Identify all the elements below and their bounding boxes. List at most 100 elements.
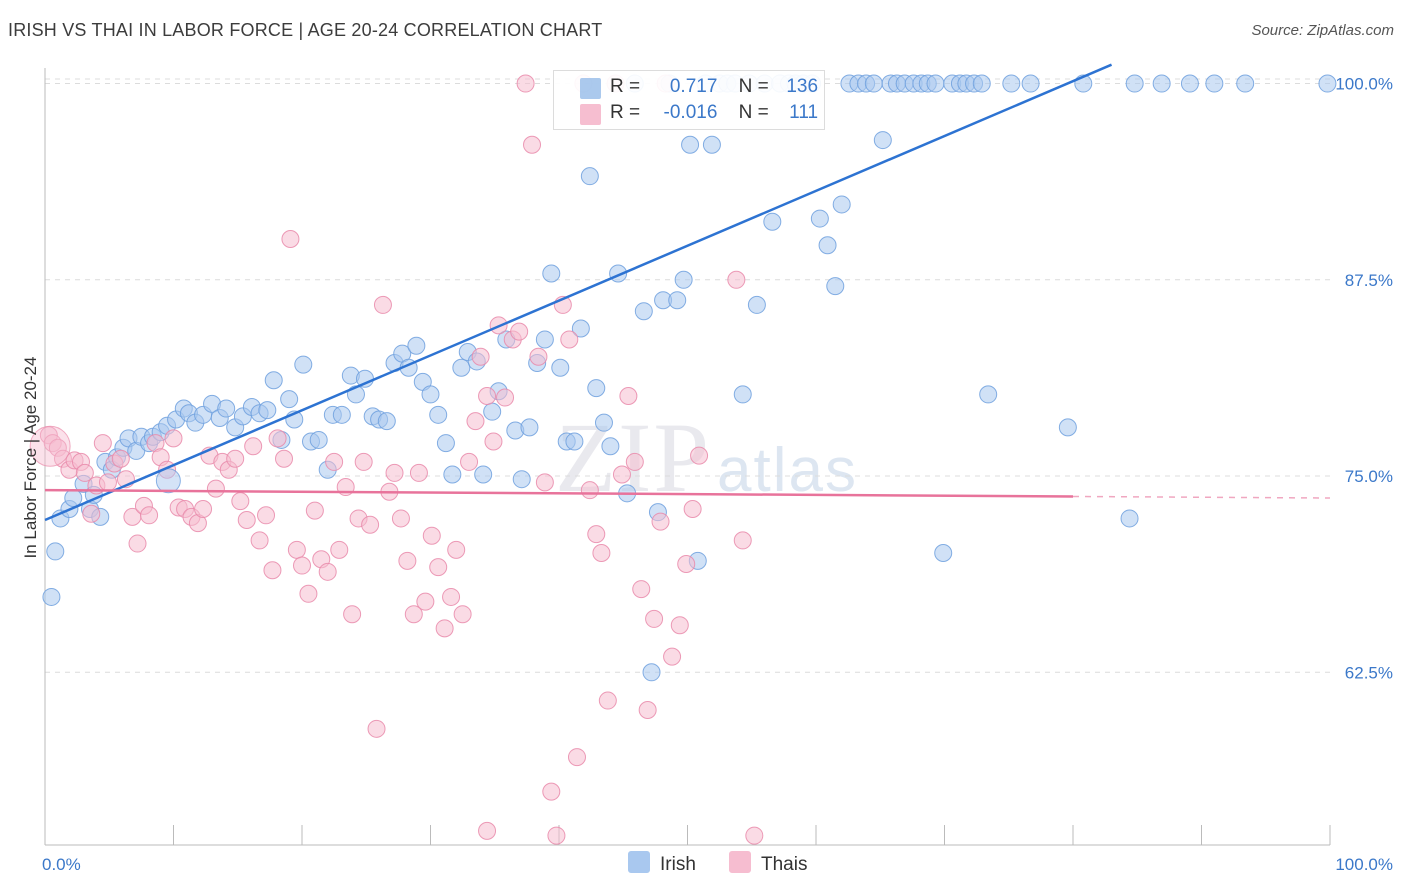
thais-point	[140, 506, 159, 525]
thais-point	[619, 386, 638, 405]
irish-point	[512, 470, 531, 489]
irish-point	[1058, 418, 1077, 437]
thais-point	[75, 463, 94, 482]
irish-trend-line	[44, 63, 1113, 522]
thais-point	[226, 449, 245, 468]
thais-point	[510, 322, 529, 341]
thais-point	[231, 492, 250, 511]
irish-point	[1125, 74, 1144, 93]
irish-point	[1021, 74, 1040, 93]
thais-point	[299, 584, 318, 603]
irish-point	[873, 131, 892, 150]
irish-point	[443, 465, 462, 484]
irish-point	[642, 663, 661, 682]
thais-point	[244, 437, 263, 456]
thais-point	[560, 330, 579, 349]
irish-point	[407, 336, 426, 355]
legend-n-label: N =	[738, 102, 769, 123]
thais-point	[257, 506, 276, 525]
thais-point	[128, 534, 147, 553]
thais-point	[287, 540, 306, 559]
y-tick-label: 87.5%	[1345, 271, 1393, 290]
irish-point	[832, 195, 851, 214]
irish-point	[864, 74, 883, 93]
irish-point	[520, 418, 539, 437]
thais-point	[478, 821, 497, 840]
axis-layer	[44, 68, 1331, 846]
irish-point	[594, 413, 613, 432]
thais-point	[275, 449, 294, 468]
thais-point	[305, 501, 324, 520]
thais-point	[471, 347, 490, 366]
irish-point	[42, 587, 61, 606]
legend-r-label: R =	[610, 76, 641, 97]
irish-point	[571, 319, 590, 338]
legend-text-thais: R = -0.016 N = 111	[610, 102, 818, 124]
thais-point	[496, 388, 515, 407]
irish-point	[668, 291, 687, 310]
thais-point	[429, 558, 448, 577]
thais-point	[325, 452, 344, 471]
irish-point	[1236, 74, 1255, 93]
thais-point	[318, 562, 337, 581]
thais-point	[683, 500, 702, 519]
thais-point	[592, 543, 611, 562]
irish-point	[258, 401, 277, 420]
thais-trend-line	[44, 488, 1074, 498]
thais-point	[361, 515, 380, 534]
thais-point	[93, 434, 112, 453]
thais-point	[651, 512, 670, 531]
irish-point	[1152, 74, 1171, 93]
irish-point	[702, 135, 721, 154]
legend-r-label: R =	[610, 102, 641, 123]
y-tick-label: 62.5%	[1345, 663, 1393, 682]
thais-point	[523, 135, 542, 154]
thais-point	[111, 449, 130, 468]
legend-r-value: 0.717	[669, 76, 718, 97]
thais-point	[453, 605, 472, 624]
thais-point	[690, 446, 709, 465]
thais-point	[404, 605, 423, 624]
label-layer: 62.5% 75.0% 87.5% 100.0% 0.0% 100.0% In Labor …	[21, 75, 1393, 874]
thais-point	[409, 463, 428, 482]
thais-point	[164, 429, 183, 448]
legend-swatch-irish	[580, 78, 601, 99]
thais-point	[82, 504, 101, 523]
irish-point	[747, 295, 766, 314]
irish-point	[294, 355, 313, 374]
y-tick-label: 75.0%	[1345, 467, 1393, 486]
irish-point	[429, 405, 448, 424]
thais-point	[416, 592, 435, 611]
thais-point	[745, 826, 764, 845]
trend-layer	[44, 63, 1331, 522]
thais-point	[547, 826, 566, 845]
irish-point	[818, 236, 837, 255]
y-axis-title: In Labor Force | Age 20-24	[21, 357, 40, 559]
irish-point	[64, 489, 83, 508]
legend-n-value: 136	[786, 76, 819, 97]
thais-point	[466, 412, 485, 431]
irish-point	[377, 412, 396, 431]
thais-point	[354, 452, 373, 471]
irish-point	[474, 465, 493, 484]
chart-title: IRISH VS THAI IN LABOR FORCE | AGE 20-24…	[8, 20, 603, 40]
thais-point	[567, 748, 586, 767]
thais-point	[535, 473, 554, 492]
irish-point	[565, 432, 584, 451]
thais-point	[580, 481, 599, 500]
irish-point	[601, 437, 620, 456]
bottom-legend-label-irish: Irish	[660, 854, 696, 875]
stats-legend: R = 0.717 N = 136 R = -0.016 N = 111	[553, 70, 825, 130]
irish-point	[155, 468, 181, 494]
thais-point	[98, 473, 117, 492]
thais-point	[460, 452, 479, 471]
thais-trend-extension	[1072, 495, 1331, 499]
irish-point	[587, 379, 606, 398]
bottom-legend-swatch-thais	[729, 851, 751, 873]
points-layer	[29, 74, 1337, 845]
irish-point	[436, 434, 455, 453]
thais-point	[663, 647, 682, 666]
irish-point	[1318, 74, 1337, 93]
thais-point	[677, 554, 696, 573]
